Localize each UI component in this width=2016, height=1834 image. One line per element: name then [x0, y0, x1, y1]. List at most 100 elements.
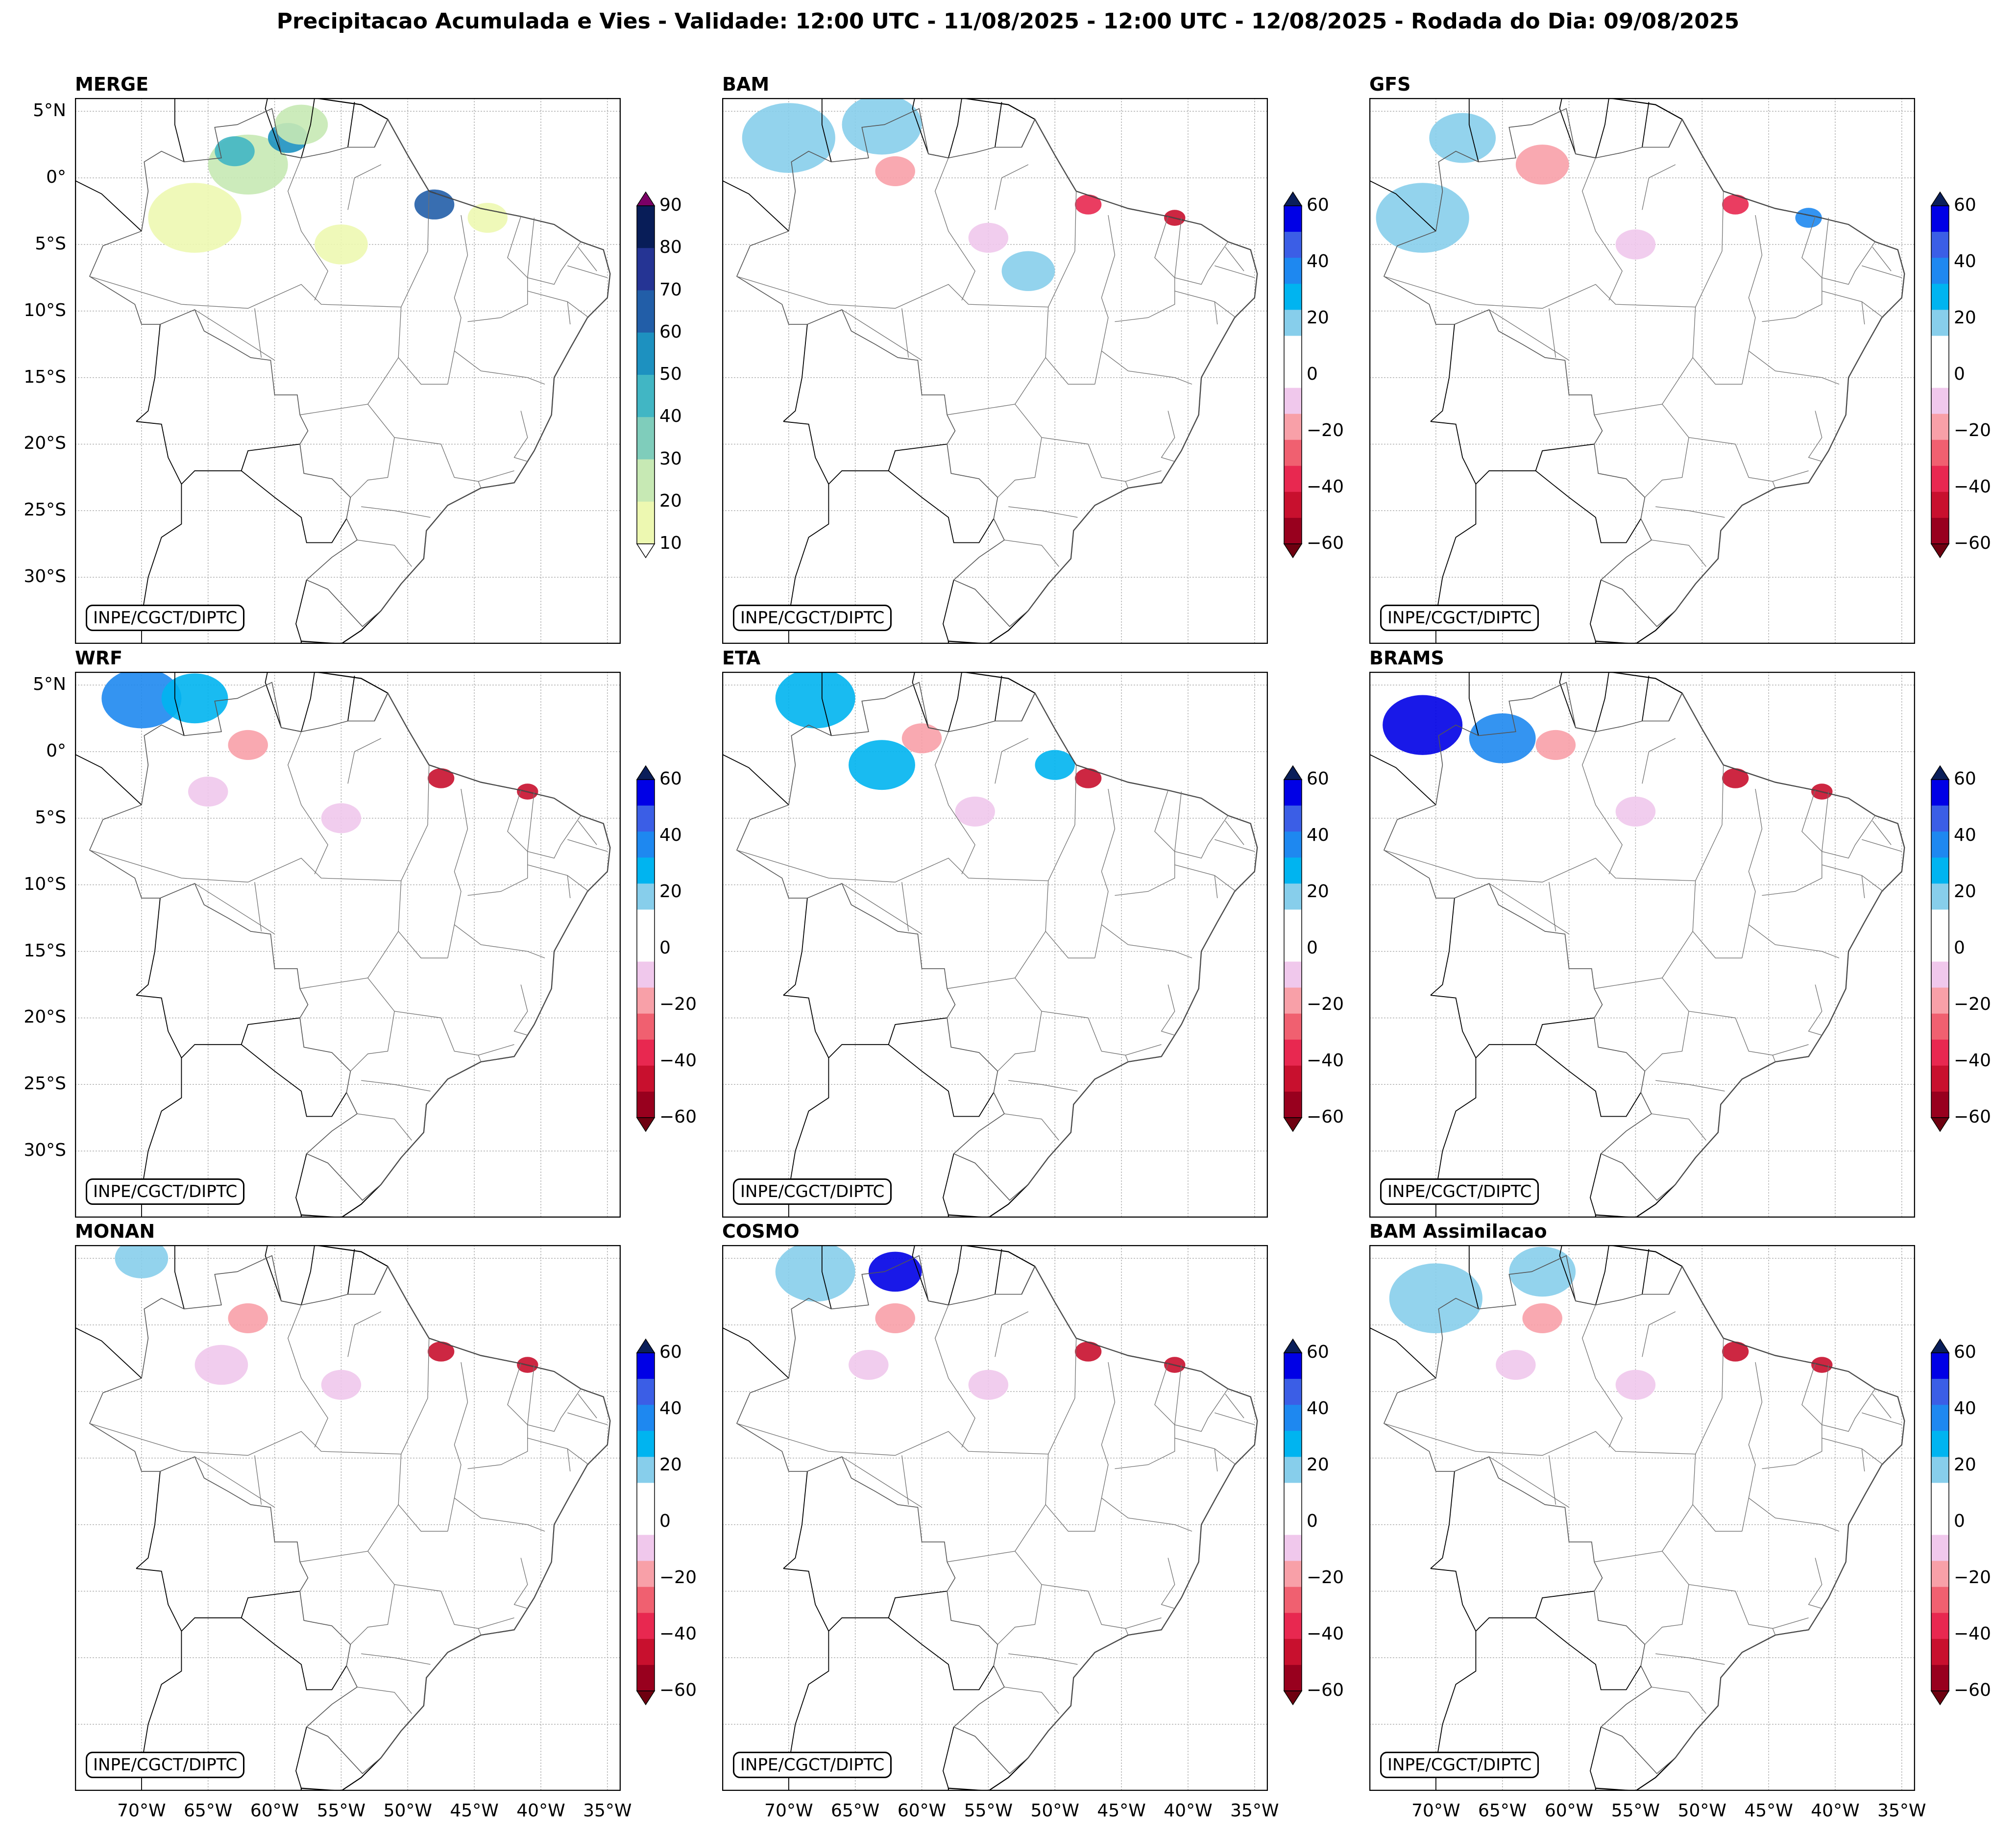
colorbar-tick-label: 40 [1954, 825, 1976, 845]
country-border [1535, 1044, 1642, 1117]
colorbar-bin [637, 375, 655, 417]
state-border [1384, 850, 1696, 882]
state-border [901, 308, 909, 358]
country-border [1595, 1245, 1609, 1305]
map-frame [75, 1245, 621, 1791]
state-border [1594, 978, 1662, 989]
state-border [842, 309, 922, 361]
state-border [454, 924, 545, 958]
state-border [1642, 164, 1676, 210]
country-border [295, 1727, 307, 1788]
state-border [357, 1113, 412, 1141]
field-patch [955, 796, 995, 827]
state-border [1225, 820, 1244, 845]
colorbar-bin [637, 332, 655, 375]
country-border [783, 324, 808, 422]
latitude-tick-label: 5°S [35, 807, 66, 828]
country-border [1430, 1568, 1477, 1791]
country-border [948, 672, 962, 732]
state-border [1822, 864, 1884, 892]
colorbar-tick-label: 60 [1307, 195, 1329, 215]
country-border [181, 443, 300, 485]
colorbar-bin [637, 1065, 655, 1092]
state-border [1582, 158, 1623, 301]
state-border [527, 864, 589, 892]
colorbar-bin [1931, 206, 1949, 232]
map-merge [75, 98, 621, 644]
colorbar-tick-label: −40 [1954, 1624, 1991, 1644]
state-border [1762, 790, 1822, 896]
state-border [1582, 732, 1623, 875]
colorbar-bin [1931, 1664, 1949, 1691]
country-border [1430, 421, 1477, 644]
state-border [1214, 1448, 1218, 1471]
country-border [136, 421, 182, 644]
field-layer [148, 104, 508, 265]
country-border [1595, 98, 1609, 158]
state-border [1384, 1423, 1696, 1456]
state-border [567, 301, 571, 324]
colorbar-bin [1284, 1664, 1302, 1691]
colorbar-bin [1284, 1535, 1302, 1562]
colorbar-bin [637, 206, 655, 248]
colorbar-extend-max [1930, 765, 1950, 780]
field-patch [1075, 1341, 1102, 1362]
colorbar-bin [1931, 310, 1949, 336]
field-patch [1615, 796, 1656, 827]
state-border [578, 246, 597, 271]
state-border [1642, 1311, 1676, 1357]
colorbar-bin [637, 1483, 655, 1509]
state-border [935, 1305, 975, 1448]
longitude-tick-label: 50°W [383, 1801, 432, 1821]
state-border [527, 218, 582, 285]
state-border [478, 470, 514, 482]
colorbar-tick-label: 0 [659, 1511, 671, 1531]
state-border [1689, 1011, 1776, 1062]
country-border [1642, 676, 1650, 721]
longitude-tick-label: 70°W [1411, 1801, 1460, 1821]
state-border [1008, 1080, 1078, 1092]
field-patch [315, 224, 368, 265]
country-border [174, 98, 185, 162]
colorbar-extend-min [1283, 1117, 1303, 1132]
panel-title: MONAN [75, 1221, 155, 1242]
field-patch [228, 730, 268, 760]
longitude-tick-label: 65°W [1478, 1801, 1527, 1821]
colorbar-extend-min [636, 1117, 656, 1132]
field-patch [1429, 113, 1496, 163]
colorbar-bin [637, 857, 655, 884]
colorbar-bin [637, 1457, 655, 1483]
state-border [254, 1455, 262, 1505]
colorbar-tick-label: 20 [1307, 881, 1329, 902]
state-border [1749, 924, 1840, 958]
country-border [1590, 1727, 1602, 1788]
colorbar-bin [1284, 336, 1302, 362]
latitude-tick-label: 30°S [24, 1140, 66, 1161]
state-border [1174, 1438, 1237, 1465]
colorbar-tick-label: −60 [1954, 533, 1991, 553]
state-border [1125, 470, 1162, 482]
state-border [997, 1504, 1046, 1645]
state-border [736, 1423, 1048, 1456]
colorbar-tick-label: −20 [1307, 994, 1344, 1014]
state-border [567, 1448, 571, 1471]
colorbar-tick-label: 20 [1954, 1455, 1976, 1475]
country-border [1468, 98, 1479, 162]
colorbar-tick-label: 20 [1307, 308, 1329, 328]
state-border [1549, 882, 1556, 931]
colorbar-tick-label: −40 [1307, 477, 1344, 497]
state-border [527, 1365, 582, 1432]
colorbar-bin [1284, 1065, 1302, 1092]
field-layer [1383, 695, 1833, 827]
field-patch [968, 222, 1009, 253]
field-patch [1615, 1369, 1656, 1400]
map-frame [75, 98, 621, 644]
map-frame [722, 1245, 1268, 1791]
field-patch [215, 136, 255, 167]
state-border [1749, 1497, 1840, 1532]
colorbar-tick-label: 60 [1954, 769, 1976, 789]
country-border [1369, 180, 1436, 232]
credit-box: INPE/CGCT/DIPTC [733, 605, 892, 631]
state-border [935, 732, 975, 875]
colorbar-extend-max [1283, 765, 1303, 780]
